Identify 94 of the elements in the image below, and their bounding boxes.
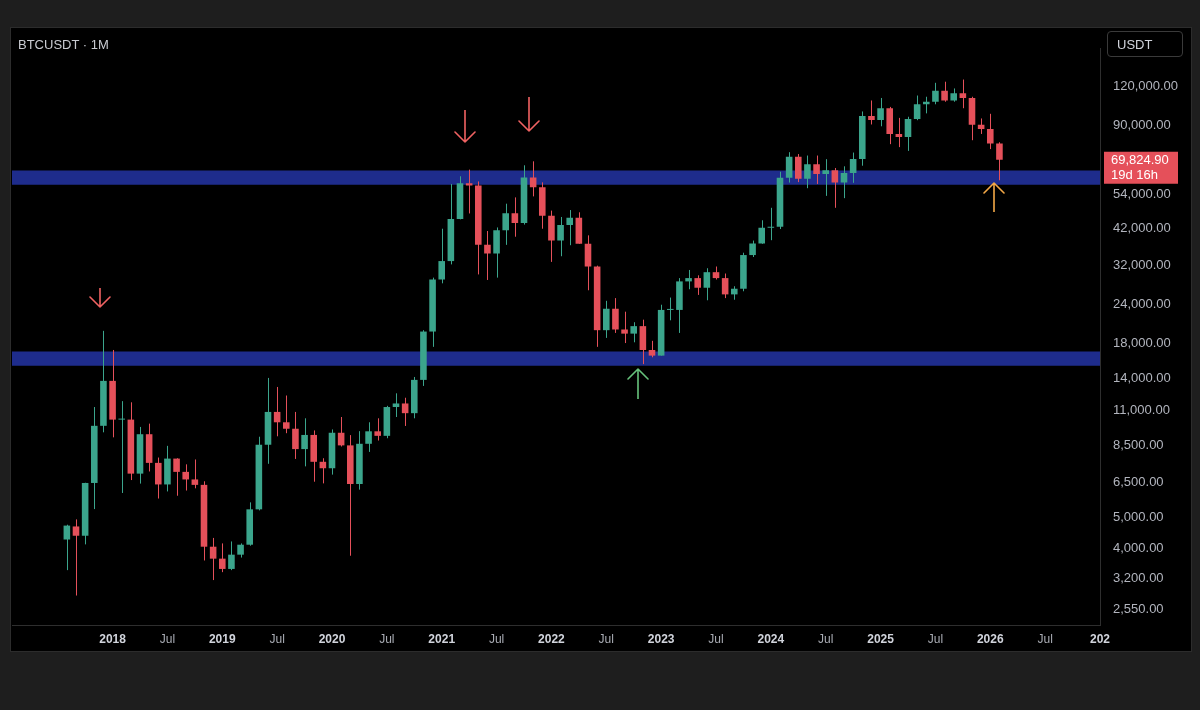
x-tick-label: 2022 xyxy=(538,631,566,646)
y-tick-label: 6,500.00 xyxy=(1113,473,1164,489)
candlestick xyxy=(959,79,967,109)
candlestick xyxy=(282,395,290,434)
candlestick xyxy=(511,196,519,238)
x-tick-label: 2021 xyxy=(428,631,456,646)
candlestick xyxy=(182,463,190,492)
y-tick-label: 3,200.00 xyxy=(1113,569,1164,585)
chart-title: BTCUSDT · 1M xyxy=(18,37,109,52)
candlestick xyxy=(685,269,692,290)
candlestick xyxy=(996,141,1003,181)
candlestick xyxy=(822,158,830,197)
candlestick xyxy=(401,397,409,427)
y-tick-label: 54,000.00 xyxy=(1113,186,1171,202)
x-tick-label: Jul xyxy=(598,631,614,646)
candlestick xyxy=(228,540,235,571)
y-tick-label: 5,000.00 xyxy=(1113,509,1164,525)
candlestick xyxy=(374,417,382,442)
candlestick xyxy=(941,81,948,103)
candlestick xyxy=(877,97,884,127)
candlestick xyxy=(602,300,610,339)
candlestick xyxy=(794,153,802,183)
candlestick xyxy=(154,457,162,500)
candlestick xyxy=(72,518,80,597)
y-tick-label: 4,000.00 xyxy=(1113,539,1164,555)
candlestick xyxy=(721,273,729,299)
x-tick-label: Jul xyxy=(488,631,505,646)
candlestick xyxy=(209,537,217,581)
x-tick-label: Jul xyxy=(379,631,395,646)
x-tick-label: Jul xyxy=(269,631,285,646)
candlestick xyxy=(191,458,199,489)
candlestick xyxy=(63,524,71,571)
candlestick xyxy=(292,411,299,460)
candlestick xyxy=(493,226,500,279)
y-tick-label: 11,000.00 xyxy=(1113,402,1170,418)
y-tick-label: 2,550.00 xyxy=(1113,600,1164,616)
x-tick-label: 2025 xyxy=(867,631,895,646)
candlestick xyxy=(986,113,994,150)
candlestick xyxy=(666,297,674,321)
x-tick-label: Jul xyxy=(708,631,724,646)
candlestick xyxy=(365,421,372,453)
candlestick xyxy=(584,234,592,291)
candlestick xyxy=(465,169,473,214)
text: 19d 16h xyxy=(1111,166,1158,182)
candlestick xyxy=(557,216,564,257)
candlestick xyxy=(630,321,638,343)
candlestick xyxy=(502,203,510,246)
candlestick xyxy=(868,99,875,125)
x-tick-label: 2020 xyxy=(318,631,346,646)
candlestick xyxy=(438,228,446,284)
candlestick xyxy=(840,165,848,199)
candlestick xyxy=(804,155,811,189)
candlestick xyxy=(392,392,400,418)
candlestick xyxy=(173,457,180,497)
y-tick-label: 14,000.00 xyxy=(1113,369,1171,385)
x-tick-label: 202 xyxy=(1089,631,1111,646)
candlestick xyxy=(621,311,628,344)
candlestick xyxy=(849,152,857,184)
y-tick-label: 24,000.00 xyxy=(1113,296,1171,312)
candlestick xyxy=(118,400,126,494)
candlestick xyxy=(758,219,766,245)
x-tick-label: 2019 xyxy=(208,631,236,646)
y-tick-label: 18,000.00 xyxy=(1113,335,1171,351)
text: 69,824.90 xyxy=(1111,151,1169,167)
y-tick-label: 32,000.00 xyxy=(1113,257,1171,273)
x-tick-label: 2024 xyxy=(757,631,785,646)
x-tick-label: 2023 xyxy=(647,631,675,646)
x-tick-label: Jul xyxy=(1037,631,1053,646)
candlestick xyxy=(694,274,702,296)
x-tick-label: Jul xyxy=(927,631,944,646)
y-axis-title: USDT xyxy=(1107,31,1183,57)
candlestick xyxy=(612,297,619,334)
y-tick-label: 42,000.00 xyxy=(1113,220,1171,236)
candlestick xyxy=(904,116,912,152)
x-tick-label: Jul xyxy=(818,631,834,646)
x-tick-label: 2018 xyxy=(99,631,127,646)
x-tick-label: Jul xyxy=(159,631,176,646)
candlestick xyxy=(529,160,537,197)
x-tick-label: 2026 xyxy=(976,631,1004,646)
candlestick xyxy=(913,95,921,121)
candlestick xyxy=(566,209,574,246)
candlestick xyxy=(301,417,308,467)
candlestick xyxy=(785,151,793,184)
candlestick xyxy=(831,167,839,209)
candlestick xyxy=(484,230,491,281)
y-tick-label: 90,000.00 xyxy=(1113,116,1171,132)
y-tick-label: 8,500.00 xyxy=(1113,437,1164,453)
candlestick xyxy=(813,155,820,185)
candlestick xyxy=(639,319,647,365)
candlestick xyxy=(703,267,711,301)
y-tick-label: 120,000.00 xyxy=(1113,77,1179,93)
candlestick xyxy=(218,542,226,573)
candlestick xyxy=(932,82,939,105)
candlestick xyxy=(895,117,903,148)
